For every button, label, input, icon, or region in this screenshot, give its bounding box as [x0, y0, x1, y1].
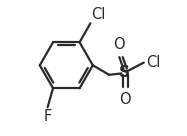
Text: O: O: [119, 92, 131, 107]
Text: F: F: [43, 109, 52, 124]
Text: Cl: Cl: [147, 55, 161, 70]
Text: O: O: [114, 37, 125, 52]
Text: Cl: Cl: [91, 7, 105, 22]
Text: S: S: [119, 65, 130, 80]
